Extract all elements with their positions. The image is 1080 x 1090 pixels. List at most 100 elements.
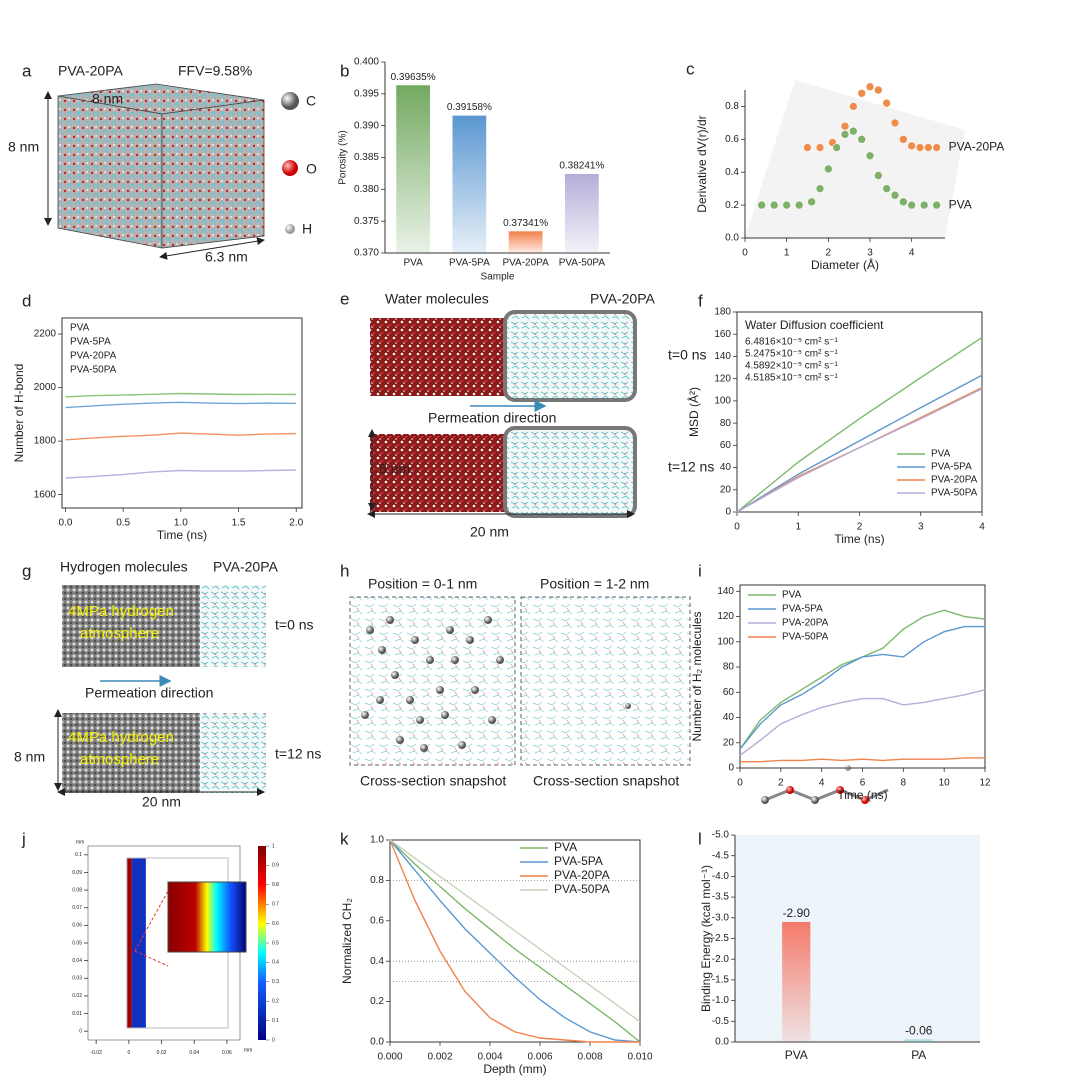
series-line — [739, 689, 986, 756]
x-tick-label: 3 — [867, 248, 873, 259]
time-label: t=12 ns — [668, 459, 714, 475]
x-tick-label: PVA-20PA — [502, 258, 549, 269]
y-tick-label: 0.380 — [354, 184, 379, 195]
water-block — [370, 318, 510, 396]
ffv-label: FFV=9.58% — [178, 63, 252, 79]
snapshot-box — [520, 596, 691, 766]
x-tick-label: 10 — [939, 778, 951, 789]
point — [824, 164, 833, 174]
edge-label: 6.3 nm — [205, 249, 248, 265]
edge-label: 8 nm — [92, 91, 123, 107]
x-tick-label: 8 — [901, 778, 907, 789]
x-tick-label: 0 — [742, 248, 748, 259]
x-tick-label: 1 — [784, 248, 790, 259]
atmosphere-label: 4MPa hydrogen — [68, 603, 174, 620]
y-tick-label: 0 — [79, 1029, 82, 1035]
legend-label: PVA — [931, 449, 951, 460]
y-tick-label: 80 — [723, 662, 735, 673]
y-tick-label: 0.6 — [725, 134, 739, 145]
panel-e: e Water molecules PVA-20PA t=0 ns Permea… — [340, 289, 714, 539]
y-tick-label: 0.07 — [72, 905, 82, 911]
point — [919, 200, 929, 210]
point — [899, 197, 908, 207]
x-tick-label: 0.02 — [157, 1050, 167, 1056]
colorbar-tick-label: 0.7 — [272, 902, 279, 908]
x-tick-label: 4 — [909, 248, 915, 259]
legend-label: PVA — [782, 590, 802, 601]
legend-label: PVA-5PA — [70, 337, 111, 348]
y-tick-label: -4.5 — [712, 850, 730, 861]
point — [890, 190, 900, 200]
series-line — [736, 337, 983, 513]
y-tick-label: 0.08 — [72, 887, 82, 893]
y-tick-label: 100 — [714, 396, 731, 407]
atmosphere-label: atmosphere — [80, 751, 159, 768]
value-label: 0.39158% — [447, 102, 492, 113]
y-tick-label: 2200 — [34, 329, 57, 340]
panel-title: Water molecules — [385, 291, 489, 307]
y-tick-label: 0.05 — [72, 940, 82, 946]
y-axis-label: Normalized CH₂ — [340, 898, 354, 984]
water-block — [370, 434, 510, 512]
x-tick-label: 3 — [918, 522, 924, 533]
point — [882, 184, 891, 193]
edge-arrow — [159, 237, 265, 260]
plot-background — [735, 835, 980, 1042]
bar — [396, 85, 430, 253]
y-tick-label: 0 — [728, 763, 734, 774]
bar — [452, 115, 487, 253]
x-tick-label: 2.0 — [289, 518, 303, 529]
point — [803, 143, 812, 152]
series-line — [389, 839, 641, 1023]
colorbar-tick-label: 0.9 — [272, 863, 279, 869]
y-tick-label: 1.0 — [370, 835, 384, 846]
dimension-label: 20 nm — [142, 794, 181, 810]
coefficient-label: 4.5185×10⁻⁵ cm² s⁻¹ — [745, 373, 838, 384]
legend-label: PVA-50PA — [554, 882, 610, 896]
legend-label: PVA-50PA — [70, 365, 117, 376]
panel-a: a PVA-20PA FFV=9.58% 8 nm 8 nm 6.3 nm C … — [8, 61, 317, 264]
y-tick-label: 0.04 — [72, 958, 82, 964]
panel-h: h Position = 0-1 nm Position = 1-2 nm Cr… — [340, 561, 691, 789]
membrane-block — [200, 585, 266, 667]
caption: Cross-section snapshot — [533, 773, 679, 789]
value-label: -0.06 — [905, 1024, 933, 1038]
dimension-label: 8 nm — [379, 461, 410, 477]
y-tick-label: 140 — [717, 586, 734, 597]
point — [794, 200, 804, 210]
panel-title: PVA-20PA — [213, 559, 279, 575]
y-tick-label: -3.0 — [712, 912, 730, 923]
y-tick-label: -4.0 — [712, 871, 730, 882]
panel-title: Hydrogen molecules — [60, 559, 188, 575]
y-tick-label: 40 — [720, 462, 732, 473]
atmosphere-label: 4MPa hydrogen — [68, 729, 174, 746]
x-tick-label: PVA-5PA — [449, 258, 490, 269]
annotation: Water Diffusion coefficient — [745, 318, 884, 332]
atmosphere-label: atmosphere — [80, 625, 159, 642]
panel-title: PVA-20PA — [58, 63, 124, 79]
x-tick-label: 2 — [826, 248, 832, 259]
direction-label: Permeation direction — [428, 410, 556, 426]
legend-label: PVA-50PA — [931, 488, 978, 499]
point — [932, 200, 941, 210]
legend-label: PVA-5PA — [554, 854, 603, 868]
y-tick-label: -3.5 — [712, 892, 730, 903]
point — [782, 200, 791, 210]
series-label: PVA-20PA — [949, 140, 1005, 154]
heat-field — [131, 858, 146, 1028]
x-tick-label: 1.0 — [174, 518, 188, 529]
y-tick-label: 0.01 — [72, 1011, 82, 1017]
value-label: 0.38241% — [559, 161, 604, 172]
time-label: t=12 ns — [275, 746, 321, 762]
y-tick-label: -2.5 — [712, 933, 730, 944]
panel-letter: b — [340, 61, 349, 80]
point — [865, 82, 875, 92]
membrane-block — [503, 310, 637, 402]
panel-letter: j — [21, 829, 26, 848]
x-tick-label: PVA — [403, 258, 423, 269]
plot-frame — [739, 584, 986, 769]
caption: Cross-section snapshot — [360, 773, 506, 789]
atom-label: H — [302, 221, 312, 237]
colorbar-tick-label: 0.5 — [272, 940, 279, 946]
